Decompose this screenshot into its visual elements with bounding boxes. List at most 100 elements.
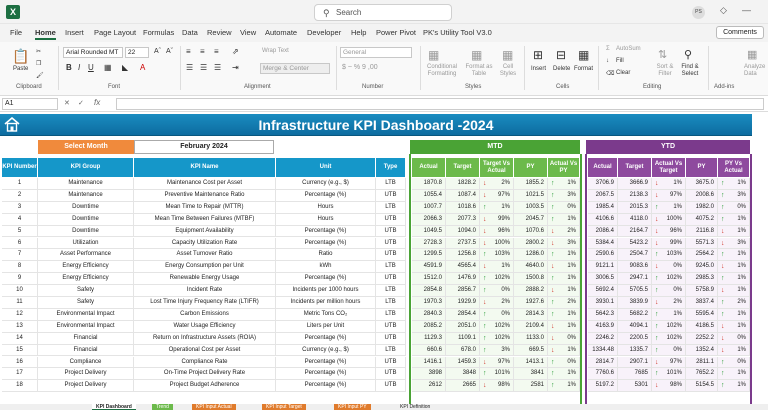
home-icon[interactable]: [4, 117, 20, 132]
cell-unit[interactable]: Hours: [276, 201, 376, 214]
cell-y-pva[interactable]: 1%: [718, 178, 750, 190]
cell-m-target[interactable]: 1094.0: [446, 225, 480, 238]
cell-num[interactable]: 12: [2, 308, 38, 321]
cell-m-avp[interactable]: 0%: [548, 201, 580, 214]
cell-group[interactable]: Utilization: [38, 237, 134, 250]
cell-m-tva[interactable]: 98%: [480, 380, 514, 393]
cell-unit[interactable]: Hours: [276, 213, 376, 226]
conditional-formatting-button[interactable]: Conditional Formatting: [426, 64, 458, 77]
autosum-button[interactable]: AutoSum: [616, 46, 641, 52]
cell-m-actual[interactable]: 1007.7: [412, 201, 446, 214]
cell-y-actual[interactable]: 4106.6: [588, 213, 618, 226]
cell-y-pva[interactable]: 1%: [718, 380, 750, 393]
cell-m-avp[interactable]: 0%: [548, 356, 580, 369]
cell-m-actual[interactable]: 1416.1: [412, 356, 446, 369]
cell-y-actual[interactable]: 5692.4: [588, 285, 618, 297]
cell-y-target[interactable]: 3839.9: [618, 297, 652, 309]
cut-icon[interactable]: ✂: [36, 49, 42, 55]
cell-m-avp[interactable]: 1%: [548, 380, 580, 393]
avatar[interactable]: PS: [692, 6, 705, 19]
cell-unit[interactable]: Percentage (%): [276, 189, 376, 202]
cell-type[interactable]: UTB: [376, 249, 406, 262]
cell-y-pva[interactable]: 1%: [718, 344, 750, 357]
cell-unit[interactable]: Currency (e.g., $): [276, 178, 376, 190]
cell-m-tva[interactable]: 102%: [480, 332, 514, 345]
copy-icon[interactable]: ❐: [36, 61, 42, 67]
menu-insert[interactable]: Insert: [65, 28, 84, 37]
cell-y-tva[interactable]: 102%: [652, 332, 686, 345]
cell-unit[interactable]: Incidents per million hours: [276, 297, 376, 309]
cell-y-actual[interactable]: 3006.5: [588, 273, 618, 286]
menu-power-pivot[interactable]: Power Pivot: [376, 28, 417, 37]
cell-name[interactable]: Preventive Maintenance Ratio: [134, 189, 276, 202]
font-name-select[interactable]: Arial Rounded MT: [63, 47, 123, 58]
formula-input[interactable]: [116, 98, 764, 110]
align-left-icon[interactable]: ☰: [186, 63, 194, 72]
cell-y-tva[interactable]: 100%: [652, 213, 686, 226]
cell-m-py[interactable]: 1927.6: [514, 297, 548, 309]
cell-m-avp[interactable]: 3%: [548, 189, 580, 202]
cell-y-tva[interactable]: 2%: [652, 297, 686, 309]
cell-y-pva[interactable]: 1%: [718, 225, 750, 238]
cell-unit[interactable]: Percentage (%): [276, 225, 376, 238]
cell-m-target[interactable]: 4565.4: [446, 261, 480, 274]
cell-m-tva[interactable]: 0%: [480, 308, 514, 321]
cell-m-actual[interactable]: 4591.9: [412, 261, 446, 274]
conditional-formatting-icon[interactable]: ▦: [428, 48, 440, 62]
analyze-data-button[interactable]: Analyze Data: [744, 64, 766, 77]
orientation-icon[interactable]: ⇗: [232, 47, 239, 56]
cell-m-actual[interactable]: 1299.5: [412, 249, 446, 262]
cell-y-target[interactable]: 2200.5: [618, 332, 652, 345]
cell-num[interactable]: 14: [2, 332, 38, 345]
name-box[interactable]: A1: [2, 98, 58, 110]
tab-trend[interactable]: Trend: [152, 404, 173, 410]
cell-y-tva[interactable]: 1%: [652, 178, 686, 190]
cell-m-avp[interactable]: 1%: [548, 368, 580, 381]
paste-button[interactable]: Paste: [13, 66, 29, 72]
autosum-icon[interactable]: Σ: [606, 46, 610, 52]
cell-name[interactable]: Renewable Energy Usage: [134, 273, 276, 286]
cell-m-target[interactable]: 1459.3: [446, 356, 480, 369]
cell-unit[interactable]: Percentage (%): [276, 273, 376, 286]
bold-icon[interactable]: B: [66, 63, 72, 72]
cell-m-py[interactable]: 2581: [514, 380, 548, 393]
delete-cells-icon[interactable]: ⊟: [556, 48, 567, 62]
cell-y-target[interactable]: 7685: [618, 368, 652, 381]
cell-m-target[interactable]: 1828.2: [446, 178, 480, 190]
cell-group[interactable]: Maintenance: [38, 178, 134, 190]
cell-m-tva[interactable]: 97%: [480, 356, 514, 369]
cell-num[interactable]: 17: [2, 368, 38, 381]
cell-group[interactable]: Project Delivery: [38, 380, 134, 393]
cell-y-py[interactable]: 5595.4: [686, 308, 718, 321]
cell-y-pva[interactable]: 1%: [718, 320, 750, 333]
fill-button[interactable]: Fill: [616, 58, 624, 64]
month-dropdown[interactable]: February 2024: [134, 140, 274, 154]
cell-y-actual[interactable]: 2246.2: [588, 332, 618, 345]
cell-num[interactable]: 2: [2, 189, 38, 202]
cell-num[interactable]: 16: [2, 356, 38, 369]
cell-y-actual[interactable]: 9121.1: [588, 261, 618, 274]
cell-m-target[interactable]: 1087.4: [446, 189, 480, 202]
cell-m-target[interactable]: 2856.7: [446, 285, 480, 297]
cell-y-py[interactable]: 2116.8: [686, 225, 718, 238]
cell-num[interactable]: 4: [2, 213, 38, 226]
cell-unit[interactable]: Incidents per 1000 hours: [276, 285, 376, 297]
cell-m-target[interactable]: 2854.4: [446, 308, 480, 321]
cell-group[interactable]: Energy Efficiency: [38, 273, 134, 286]
format-cells-button[interactable]: Format: [574, 66, 594, 72]
cell-group[interactable]: Safety: [38, 297, 134, 309]
cell-m-actual[interactable]: 1049.5: [412, 225, 446, 238]
italic-icon[interactable]: I: [78, 63, 81, 72]
merge-center-button[interactable]: Merge & Center: [260, 63, 330, 74]
cell-m-tva[interactable]: 96%: [480, 225, 514, 238]
cell-m-actual[interactable]: 2612: [412, 380, 446, 393]
cell-m-tva[interactable]: 102%: [480, 320, 514, 333]
cell-y-actual[interactable]: 5384.4: [588, 237, 618, 250]
align-center-icon[interactable]: ☰: [200, 63, 208, 72]
cell-y-tva[interactable]: 0%: [652, 344, 686, 357]
cell-m-actual[interactable]: 2085.2: [412, 320, 446, 333]
cell-m-target[interactable]: 3848: [446, 368, 480, 381]
cell-y-py[interactable]: 2985.3: [686, 273, 718, 286]
menu-help[interactable]: Help: [351, 28, 367, 37]
cell-name[interactable]: Asset Turnover Ratio: [134, 249, 276, 262]
